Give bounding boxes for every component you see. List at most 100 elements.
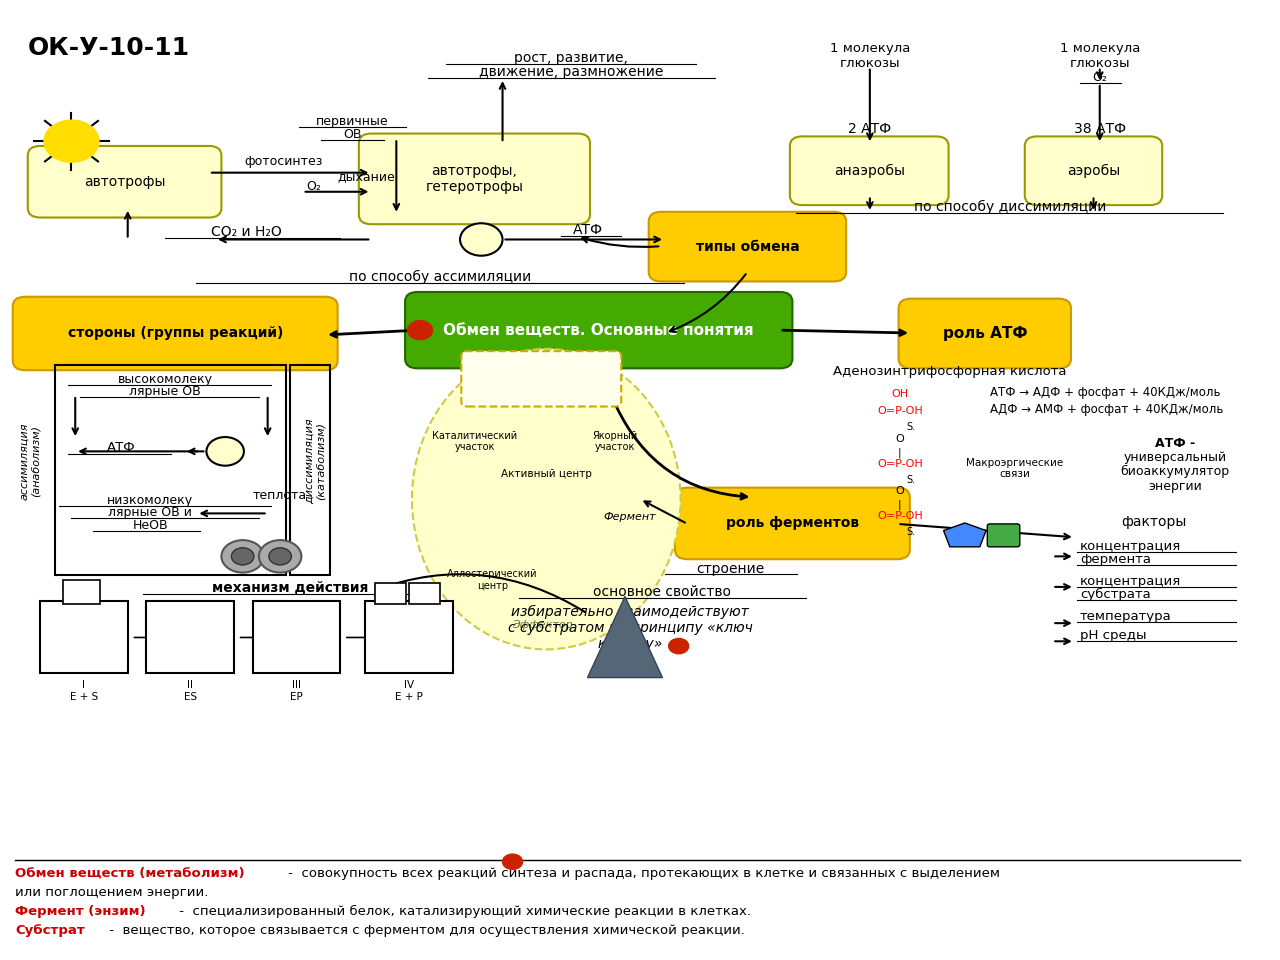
- Text: лярные ОВ и: лярные ОВ и: [109, 506, 192, 519]
- Text: или поглощением энергии.: или поглощением энергии.: [15, 886, 209, 899]
- Bar: [365, 601, 453, 673]
- Text: механизм действия: механизм действия: [212, 581, 369, 594]
- FancyBboxPatch shape: [899, 299, 1071, 369]
- Text: универсальный: универсальный: [1123, 451, 1226, 464]
- Text: глюкозы: глюкозы: [840, 57, 900, 70]
- Ellipse shape: [412, 348, 681, 649]
- Text: O₂: O₂: [306, 180, 321, 193]
- Text: к замку»: к замку»: [598, 637, 662, 651]
- Text: температура: температура: [1080, 611, 1171, 623]
- Text: S.: S.: [906, 527, 915, 538]
- Text: связи: связи: [1000, 469, 1030, 479]
- Text: O=P-ОН: O=P-ОН: [877, 511, 923, 521]
- Text: O=P-ОН: O=P-ОН: [877, 459, 923, 468]
- Text: лярные ОВ: лярные ОВ: [129, 385, 201, 398]
- FancyBboxPatch shape: [1025, 136, 1162, 205]
- Text: E: E: [477, 233, 485, 246]
- Bar: [146, 601, 234, 673]
- Text: O₂: O₂: [1092, 71, 1107, 84]
- Circle shape: [668, 638, 689, 654]
- Text: E: E: [79, 637, 88, 650]
- Text: O: O: [896, 434, 904, 444]
- Circle shape: [221, 540, 264, 572]
- Text: первичные: первичные: [316, 115, 389, 128]
- Text: EP: EP: [291, 691, 303, 702]
- Text: Обмен веществ (метаболизм): Обмен веществ (метаболизм): [15, 867, 244, 879]
- Text: теплота: теплота: [253, 489, 307, 502]
- Text: O: O: [896, 487, 904, 496]
- Text: Активный центр: Активный центр: [500, 469, 591, 479]
- Text: глюкозы: глюкозы: [1070, 57, 1130, 70]
- Text: -  специализированный белок, катализирующий химические реакции в клетках.: - специализированный белок, катализирующ…: [175, 905, 751, 918]
- Text: 1 молекула: 1 молекула: [829, 42, 910, 56]
- Text: фермента: фермента: [1080, 553, 1151, 566]
- Text: субстрата: субстрата: [1080, 588, 1151, 601]
- Circle shape: [259, 540, 301, 572]
- Circle shape: [206, 437, 244, 466]
- Text: S.: S.: [906, 475, 915, 485]
- Text: ОН: ОН: [891, 389, 909, 399]
- Text: АТФ -: АТФ -: [1155, 437, 1194, 449]
- Bar: [375, 583, 406, 604]
- Text: S: S: [78, 588, 84, 598]
- Bar: [291, 366, 330, 575]
- Text: Аденозинтрифосфорная кислота: Аденозинтрифосфорная кислота: [833, 365, 1066, 378]
- Bar: [63, 580, 100, 604]
- Text: автотрофы: автотрофы: [84, 175, 165, 189]
- Text: Субстрат: Субстрат: [515, 373, 568, 384]
- Text: ОК-У-10-11: ОК-У-10-11: [28, 36, 189, 60]
- Circle shape: [44, 120, 99, 162]
- Text: pH среды: pH среды: [1080, 630, 1147, 642]
- Text: O=P-ОН: O=P-ОН: [877, 406, 923, 416]
- Text: 1 молекула: 1 молекула: [1060, 42, 1140, 56]
- Text: IV: IV: [403, 680, 413, 690]
- Text: АТФ: АТФ: [572, 223, 603, 237]
- Text: факторы: факторы: [1121, 515, 1187, 529]
- Text: II: II: [187, 680, 193, 690]
- Text: высокомолеку: высокомолеку: [118, 372, 212, 386]
- Text: автотрофы,
гетеротрофы: автотрофы, гетеротрофы: [425, 164, 524, 194]
- Text: энергии: энергии: [1148, 480, 1202, 492]
- FancyBboxPatch shape: [461, 351, 621, 406]
- Text: E: E: [404, 637, 413, 650]
- Text: |: |: [899, 499, 901, 510]
- Bar: [408, 583, 440, 604]
- Text: 38 АТФ: 38 АТФ: [1074, 122, 1126, 135]
- Text: диссимиляция
(катаболизм): диссимиляция (катаболизм): [305, 419, 326, 504]
- Text: фотосинтез: фотосинтез: [244, 155, 323, 168]
- Text: центр: центр: [477, 581, 508, 590]
- Text: аэробы: аэробы: [1066, 164, 1120, 178]
- Text: -  совокупность всех реакций синтеза и распада, протекающих в клетке и связанных: - совокупность всех реакций синтеза и ра…: [284, 867, 1000, 879]
- Text: концентрация: концентрация: [1080, 540, 1181, 553]
- Text: E: E: [221, 444, 229, 458]
- Text: концентрация: концентрация: [1080, 575, 1181, 588]
- FancyBboxPatch shape: [649, 212, 846, 281]
- Text: E + P: E + P: [396, 691, 422, 702]
- Text: избирательно взаимодействуют: избирательно взаимодействуют: [511, 605, 749, 618]
- Text: рост, развитие,: рост, развитие,: [515, 51, 628, 65]
- Circle shape: [460, 224, 503, 255]
- Text: низкомолеку: низкомолеку: [108, 493, 193, 507]
- Text: Каталитический: Каталитический: [433, 431, 517, 441]
- Text: Фермент: Фермент: [604, 512, 657, 522]
- Text: стороны (группы реакций): стороны (группы реакций): [68, 326, 283, 341]
- Text: АТФ → АДФ + фосфат + 40КДж/моль: АТФ → АДФ + фосфат + 40КДж/моль: [989, 386, 1220, 399]
- Text: участок: участок: [454, 443, 495, 452]
- Text: S.: S.: [906, 422, 915, 432]
- Text: ES: ES: [183, 691, 197, 702]
- Text: -  вещество, которое связывается с ферментом для осуществления химической реакци: - вещество, которое связывается с фермен…: [105, 924, 745, 937]
- Text: строение: строение: [696, 562, 764, 576]
- Text: по способу диссимиляции: по способу диссимиляции: [914, 200, 1106, 214]
- Text: Риб: Риб: [956, 530, 974, 540]
- FancyBboxPatch shape: [13, 297, 338, 371]
- Text: Якорный: Якорный: [593, 431, 637, 441]
- Text: АДФ → АМФ + фосфат + 40КДж/моль: АДФ → АМФ + фосфат + 40КДж/моль: [989, 403, 1224, 417]
- Text: типы обмена: типы обмена: [695, 240, 799, 253]
- Text: III: III: [292, 680, 301, 690]
- FancyBboxPatch shape: [790, 136, 948, 205]
- Text: Эффектор: Эффектор: [512, 620, 573, 630]
- FancyBboxPatch shape: [404, 292, 792, 369]
- Bar: [55, 366, 287, 575]
- Bar: [252, 601, 340, 673]
- Circle shape: [232, 548, 253, 564]
